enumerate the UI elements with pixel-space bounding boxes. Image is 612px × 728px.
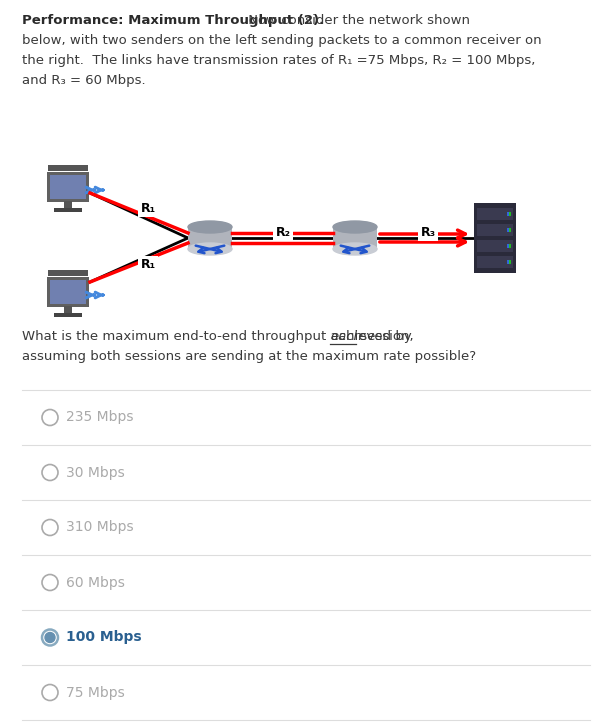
Text: the right.  The links have transmission rates of R₁ =75 Mbps, R₂ = 100 Mbps,: the right. The links have transmission r… — [22, 54, 536, 67]
Bar — [507, 244, 511, 248]
Text: 310 Mbps: 310 Mbps — [66, 521, 133, 534]
Text: R₁: R₁ — [140, 258, 155, 272]
Text: each: each — [330, 330, 362, 343]
Bar — [477, 256, 513, 268]
Text: 75 Mbps: 75 Mbps — [66, 686, 125, 700]
Bar — [477, 240, 513, 252]
Bar — [333, 227, 377, 249]
Ellipse shape — [333, 221, 377, 233]
Bar — [507, 244, 509, 248]
Bar — [47, 172, 89, 202]
Ellipse shape — [333, 243, 377, 255]
Text: 100 Mbps: 100 Mbps — [66, 630, 141, 644]
Bar — [64, 201, 72, 208]
Text: 235 Mbps: 235 Mbps — [66, 411, 133, 424]
Text: R₁: R₁ — [140, 202, 155, 215]
Circle shape — [45, 633, 55, 643]
Text: 60 Mbps: 60 Mbps — [66, 576, 125, 590]
Text: R₃: R₃ — [420, 226, 436, 239]
Bar — [50, 175, 86, 199]
Ellipse shape — [188, 221, 232, 233]
Text: R₂: R₂ — [275, 226, 291, 239]
Bar — [48, 270, 88, 276]
Bar — [54, 313, 82, 317]
Bar — [477, 208, 513, 220]
Text: session,: session, — [356, 330, 414, 343]
Bar — [47, 277, 89, 307]
Text: Now consider the network shown: Now consider the network shown — [244, 14, 470, 27]
Text: What is the maximum end-to-end throughput achieved by: What is the maximum end-to-end throughpu… — [22, 330, 416, 343]
Bar — [507, 228, 511, 232]
Bar — [507, 260, 511, 264]
Bar — [54, 208, 82, 212]
Bar — [507, 212, 511, 216]
Bar — [64, 306, 72, 313]
Bar — [188, 227, 232, 249]
Text: and R₃ = 60 Mbps.: and R₃ = 60 Mbps. — [22, 74, 146, 87]
Text: 30 Mbps: 30 Mbps — [66, 465, 125, 480]
Text: Performance: Maximum Throughput (2).: Performance: Maximum Throughput (2). — [22, 14, 324, 27]
Text: below, with two senders on the left sending packets to a common receiver on: below, with two senders on the left send… — [22, 34, 542, 47]
Text: assuming both sessions are sending at the maximum rate possible?: assuming both sessions are sending at th… — [22, 350, 476, 363]
Bar — [507, 260, 509, 264]
Bar — [50, 280, 86, 304]
Bar — [477, 224, 513, 236]
Bar — [507, 212, 509, 216]
Bar — [474, 203, 516, 273]
Ellipse shape — [188, 243, 232, 255]
Bar — [48, 165, 88, 171]
Bar — [507, 228, 509, 232]
